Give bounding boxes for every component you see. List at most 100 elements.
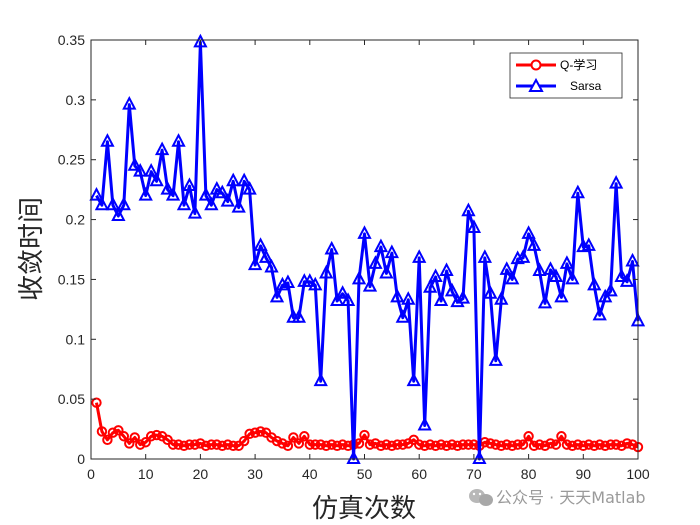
- point-sarsa: [357, 225, 372, 239]
- point-sarsa: [362, 277, 378, 292]
- point-q-learning: [627, 439, 638, 450]
- point-q-learning: [217, 440, 228, 452]
- point-sarsa: [477, 249, 492, 263]
- point-q-learning: [545, 438, 556, 449]
- point-sarsa: [313, 372, 328, 387]
- point-sarsa: [154, 141, 170, 156]
- point-q-learning: [550, 439, 562, 450]
- point-sarsa: [242, 180, 257, 195]
- ticks-layer: 0 10 20 30 40 50 60 70 80 90 100 0 0.05 0.1 0.15 0.2 0.2…: [58, 32, 650, 482]
- legend-label-q-learning: Q-学习: [560, 57, 597, 72]
- point-sarsa: [505, 270, 520, 285]
- point-q-learning: [118, 431, 130, 442]
- point-q-learning: [96, 426, 108, 437]
- x-tick-label: 60: [411, 466, 427, 482]
- point-sarsa: [526, 237, 542, 251]
- point-q-learning: [435, 439, 447, 450]
- point-sarsa: [329, 292, 345, 306]
- point-q-learning: [572, 439, 584, 450]
- plot-background: [91, 40, 638, 459]
- point-q-learning: [331, 440, 343, 452]
- point-q-learning: [315, 439, 326, 450]
- x-tick-label: 10: [138, 466, 154, 482]
- point-q-learning: [293, 438, 305, 449]
- watermark: 公众号 · 天天Matlab: [469, 488, 646, 507]
- point-sarsa: [494, 291, 509, 305]
- point-q-learning: [107, 427, 119, 438]
- point-sarsa: [171, 133, 186, 147]
- point-sarsa: [455, 289, 471, 304]
- y-tick-label: 0.25: [58, 152, 85, 168]
- point-q-learning: [512, 439, 523, 450]
- point-sarsa: [373, 238, 389, 253]
- point-sarsa: [587, 276, 602, 291]
- point-sarsa: [466, 219, 482, 233]
- point-q-learning: [496, 440, 507, 452]
- point-sarsa: [401, 291, 416, 305]
- x-tick-label: 20: [193, 466, 209, 482]
- legend-box: [509, 52, 623, 99]
- point-q-learning: [397, 439, 408, 450]
- point-q-learning: [238, 435, 250, 447]
- point-q-learning: [113, 425, 124, 436]
- point-sarsa: [625, 252, 640, 267]
- point-q-learning: [523, 431, 534, 442]
- point-q-learning: [140, 437, 151, 448]
- point-sarsa: [559, 255, 575, 269]
- point-sarsa: [237, 172, 252, 187]
- point-sarsa: [592, 306, 607, 321]
- point-sarsa: [204, 196, 219, 211]
- point-q-learning: [589, 440, 600, 452]
- point-q-learning: [167, 439, 179, 450]
- y-tick-label: 0: [77, 451, 85, 467]
- point-q-learning: [321, 440, 332, 452]
- point-sarsa: [89, 186, 104, 201]
- point-q-learning: [567, 440, 578, 452]
- point-sarsa: [565, 270, 580, 285]
- point-sarsa: [439, 262, 454, 277]
- point-q-learning: [151, 429, 162, 441]
- x-tick-label: 100: [626, 466, 650, 482]
- point-sarsa: [176, 196, 192, 211]
- point-sarsa: [619, 273, 635, 287]
- point-sarsa: [94, 196, 110, 211]
- series-layer: [89, 33, 646, 464]
- point-q-learning: [299, 431, 310, 442]
- point-sarsa: [335, 285, 350, 299]
- point-q-learning: [578, 440, 589, 452]
- point-q-learning: [326, 439, 337, 450]
- point-sarsa: [269, 288, 285, 303]
- point-sarsa: [390, 288, 405, 303]
- wechat-icon: [469, 489, 493, 506]
- point-sarsa: [521, 225, 536, 239]
- point-sarsa: [100, 133, 115, 147]
- y-tick-label: 0.2: [66, 212, 86, 228]
- point-q-learning: [561, 439, 573, 450]
- point-sarsa: [182, 177, 197, 192]
- point-q-learning: [222, 439, 233, 450]
- x-tick-label: 90: [576, 466, 592, 482]
- point-q-learning: [277, 438, 288, 449]
- point-sarsa: [105, 196, 121, 211]
- point-q-learning: [594, 439, 605, 450]
- point-sarsa: [231, 198, 246, 213]
- point-sarsa: [160, 180, 175, 195]
- point-q-learning: [414, 439, 425, 450]
- point-q-learning: [386, 440, 398, 452]
- point-q-learning: [337, 439, 348, 450]
- point-sarsa: [165, 186, 181, 201]
- point-q-learning: [528, 440, 540, 452]
- point-q-learning: [517, 439, 529, 450]
- point-sarsa: [193, 33, 208, 48]
- x-tick-label: 30: [247, 466, 263, 482]
- point-q-learning: [605, 439, 616, 450]
- point-sarsa: [275, 276, 290, 291]
- point-q-learning: [430, 440, 441, 452]
- point-sarsa: [406, 372, 421, 387]
- point-sarsa: [433, 292, 449, 306]
- point-q-learning: [490, 439, 501, 450]
- y-tick-label: 0.15: [58, 271, 85, 287]
- point-q-learning: [102, 434, 113, 446]
- point-sarsa: [133, 163, 148, 177]
